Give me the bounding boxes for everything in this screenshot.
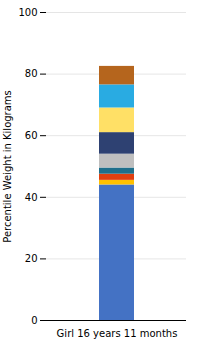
svg-text:0: 0 [31,315,37,326]
svg-text:80: 80 [25,68,38,79]
svg-text:Girl 16 years 11 months: Girl 16 years 11 months [57,328,178,339]
svg-text:40: 40 [25,192,38,203]
svg-text:Percentile Weight in Kilograms: Percentile Weight in Kilograms [2,90,13,243]
svg-text:100: 100 [18,7,37,18]
svg-text:20: 20 [25,253,38,264]
svg-text:60: 60 [25,130,38,141]
